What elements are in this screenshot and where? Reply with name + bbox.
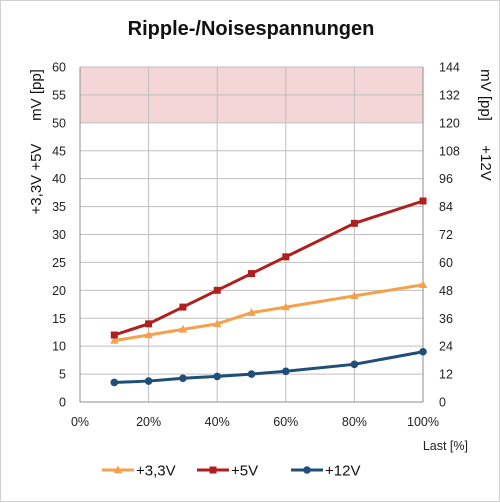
data-point-33V bbox=[144, 330, 153, 339]
y-right-tick-label: 132 bbox=[439, 88, 460, 102]
y-left-tick-label: 35 bbox=[52, 200, 66, 214]
y-right-tick-label: 144 bbox=[439, 61, 460, 75]
data-point-5V bbox=[179, 303, 187, 311]
data-point-33V bbox=[418, 280, 428, 288]
data-point-12V bbox=[179, 374, 187, 383]
y-right-tick-label: 24 bbox=[439, 340, 453, 354]
data-point-5V bbox=[110, 331, 118, 339]
x-tick-label: 100% bbox=[407, 415, 439, 429]
y-left-tick-label: 60 bbox=[52, 61, 66, 75]
y-right-tick-label: 108 bbox=[439, 144, 460, 158]
y-left-tick-label: 5 bbox=[59, 368, 66, 382]
data-point-12V bbox=[247, 370, 256, 378]
data-point-5V bbox=[282, 253, 290, 261]
legend-marker-5V bbox=[209, 466, 217, 474]
y-right-tick-label: 72 bbox=[439, 228, 453, 242]
data-point-33V bbox=[178, 324, 188, 333]
data-point-33V bbox=[213, 319, 222, 328]
data-point-5V bbox=[248, 270, 255, 278]
data-point-12V bbox=[144, 377, 153, 385]
y-left-tick-label: 15 bbox=[52, 312, 66, 326]
data-point-5V bbox=[350, 219, 358, 227]
legend-marker-33V bbox=[113, 465, 123, 474]
left-axis-title-bottom: +3,3V +5V bbox=[28, 144, 45, 215]
data-point-5V bbox=[419, 197, 427, 205]
y-right-tick-label: 60 bbox=[439, 256, 453, 270]
y-left-tick-label: 30 bbox=[52, 228, 66, 242]
y-right-tick-label: 120 bbox=[439, 116, 460, 130]
y-right-tick-label: 12 bbox=[439, 368, 453, 382]
y-left-tick-label: 45 bbox=[52, 144, 66, 158]
y-left-tick-label: 55 bbox=[52, 88, 66, 102]
legend: +3,3V +5V +12V bbox=[102, 463, 360, 480]
left-axis-title-top: mV [pp] bbox=[28, 69, 45, 121]
x-tick-label: 20% bbox=[136, 415, 161, 429]
data-point-5V bbox=[213, 286, 221, 294]
x-tick-label: 60% bbox=[273, 415, 298, 429]
y-left-tick-label: 50 bbox=[52, 116, 66, 130]
data-point-5V bbox=[145, 320, 153, 328]
data-point-12V bbox=[350, 360, 359, 369]
data-point-33V bbox=[350, 291, 359, 300]
y-left-tick-label: 20 bbox=[52, 284, 66, 298]
y-left-tick-label: 25 bbox=[52, 256, 66, 270]
x-axis-title: Last [%] bbox=[423, 439, 468, 453]
data-point-33V bbox=[110, 336, 119, 344]
right-axis-title-top: mV [pp] bbox=[477, 69, 494, 121]
right-axis-title-bottom: +12V bbox=[477, 145, 494, 180]
data-point-12V bbox=[213, 372, 221, 381]
x-tick-label: 80% bbox=[342, 415, 367, 429]
y-left-tick-label: 10 bbox=[52, 340, 66, 354]
legend-label-12V: +12V bbox=[325, 463, 360, 480]
legend-label-33V: +3,3V bbox=[136, 463, 176, 480]
legend-label-5V: +5V bbox=[231, 463, 258, 480]
legend-marker-12V bbox=[303, 466, 311, 474]
plot-area: 0 0 5 12 10 24 15 36 20 48 25 60 30 72 35 84 40 96 45 108 50… bbox=[52, 61, 460, 430]
y-right-tick-label: 48 bbox=[439, 284, 453, 298]
y-right-tick-label: 96 bbox=[439, 172, 453, 186]
data-point-12V bbox=[110, 378, 119, 387]
y-right-tick-label: 84 bbox=[439, 200, 453, 214]
y-left-tick-label: 0 bbox=[59, 396, 66, 410]
data-point-12V bbox=[282, 367, 290, 376]
x-tick-label: 0% bbox=[71, 415, 89, 429]
y-left-tick-label: 40 bbox=[52, 172, 66, 186]
series-line-33V bbox=[114, 283, 424, 343]
data-point-33V bbox=[247, 308, 256, 316]
series-line-12V bbox=[114, 350, 424, 384]
y-right-tick-label: 36 bbox=[439, 312, 453, 326]
data-point-12V bbox=[419, 347, 427, 356]
chart-title: Ripple-/Noisespannungen bbox=[128, 18, 375, 40]
x-tick-label: 40% bbox=[205, 415, 230, 429]
y-right-tick-label: 0 bbox=[439, 396, 446, 410]
data-point-33V bbox=[281, 302, 290, 311]
series-line-5V bbox=[113, 199, 424, 337]
